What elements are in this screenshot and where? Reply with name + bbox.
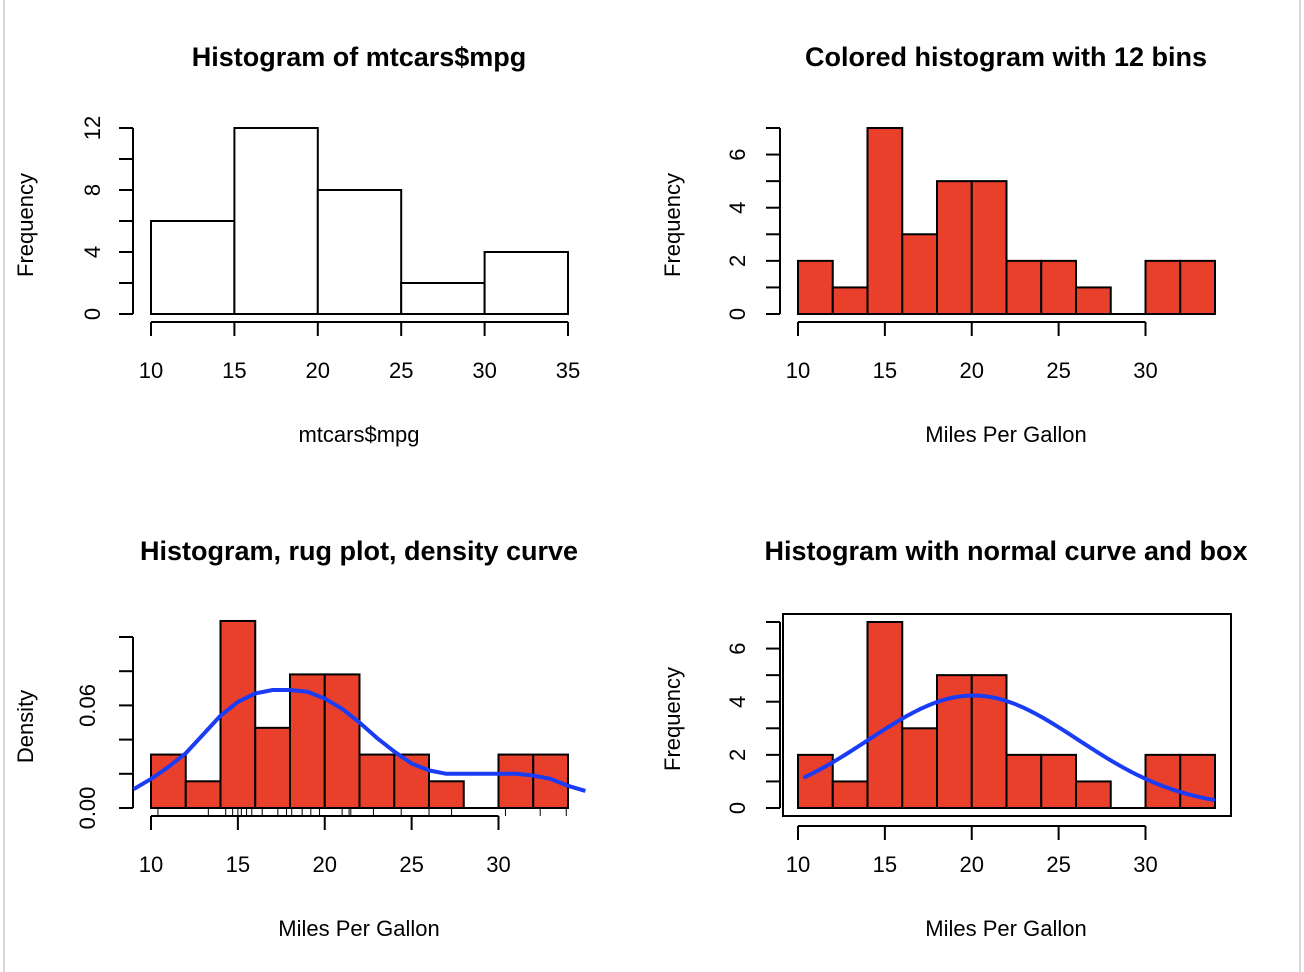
x-tick-label: 25	[1046, 358, 1070, 383]
panel-1: Histogram of mtcars$mpg 0 4 8 12 10 15 20 25 30 35…	[13, 42, 580, 447]
histogram-bar	[532, 753, 569, 809]
chart-title: Histogram with normal curve and box	[764, 536, 1247, 566]
x-tick-label: 15	[873, 358, 897, 383]
density-curve	[132, 688, 586, 793]
x-tick-label: 10	[786, 358, 810, 383]
chart-title: Histogram, rug plot, density curve	[140, 536, 578, 566]
y-tick-label: 0.00	[75, 787, 100, 830]
histogram-bar	[400, 282, 486, 315]
x-tick-label: 15	[873, 852, 897, 877]
histogram-bar	[233, 127, 319, 315]
histogram-bar	[901, 233, 938, 316]
y-tick-label: 0	[80, 308, 105, 320]
x-axis-label: Miles Per Gallon	[925, 916, 1086, 941]
y-tick-label: 6	[725, 148, 750, 160]
histogram-bar	[1040, 259, 1077, 316]
histogram-bar	[1075, 286, 1112, 315]
histogram-bar	[970, 180, 1008, 315]
y-axis-label: Frequency	[13, 173, 38, 277]
y-tick-label: 0	[725, 308, 750, 320]
y-axis-label: Frequency	[660, 667, 685, 771]
histogram-bar	[1179, 753, 1216, 809]
x-tick-label: 20	[313, 852, 337, 877]
y-axis-label: Density	[13, 690, 38, 763]
panel-3: Histogram, rug plot, density curve 0.00 0.…	[13, 536, 586, 941]
x-tick-label: 25	[399, 852, 423, 877]
histogram-bar	[358, 753, 396, 809]
histogram-bar	[184, 780, 222, 809]
x-tick-label: 35	[556, 358, 580, 383]
histogram-bar	[323, 673, 361, 809]
y-tick-label: 0.06	[75, 684, 100, 727]
histogram-bar	[1005, 259, 1043, 316]
histogram-bar	[936, 180, 973, 315]
x-tick-label: 20	[960, 852, 984, 877]
histogram-bar	[150, 753, 187, 809]
histogram-bar	[831, 286, 869, 315]
x-tick-label: 10	[139, 852, 163, 877]
y-tick-label: 8	[80, 184, 105, 196]
y-tick-label: 4	[80, 246, 105, 258]
histogram-bar	[428, 780, 465, 809]
x-axis-label: Miles Per Gallon	[925, 422, 1086, 447]
y-tick-label: 2	[725, 255, 750, 267]
x-tick-label: 10	[139, 358, 163, 383]
plot-box	[782, 613, 1232, 817]
histogram-bar	[1179, 259, 1216, 316]
x-tick-label: 20	[306, 358, 330, 383]
chart-title: Colored histogram with 12 bins	[805, 42, 1207, 72]
histogram-bar	[254, 726, 291, 809]
x-tick-label: 25	[1046, 852, 1070, 877]
x-tick-label: 15	[226, 852, 250, 877]
histogram-bar	[150, 220, 236, 315]
x-tick-label: 30	[486, 852, 510, 877]
panel-4: Histogram with normal curve and box 0 2 4 6 1…	[660, 536, 1248, 941]
x-axis-label: Miles Per Gallon	[278, 916, 439, 941]
x-tick-label: 30	[1133, 358, 1157, 383]
normal-curve	[802, 693, 1216, 802]
x-tick-label: 10	[786, 852, 810, 877]
y-tick-label: 4	[725, 696, 750, 708]
y-tick-label: 2	[725, 749, 750, 761]
plot-window-frame	[3, 0, 1301, 972]
histogram-bar	[797, 753, 834, 809]
panel-2: Colored histogram with 12 bins 0 2 4 6 10 15 20…	[660, 42, 1216, 447]
histogram-bar	[1075, 780, 1112, 810]
x-axis-label: mtcars$mpg	[298, 422, 419, 447]
histogram-bar	[483, 251, 570, 315]
x-tick-label: 30	[1133, 852, 1157, 877]
histogram-bar	[866, 127, 904, 315]
chart-title: Histogram of mtcars$mpg	[192, 42, 527, 72]
histogram-bar	[219, 619, 257, 809]
histogram-bar	[797, 259, 834, 316]
histogram-bar	[316, 189, 403, 315]
x-tick-label: 20	[960, 358, 984, 383]
histogram-bar	[901, 727, 938, 809]
y-tick-label: 6	[725, 642, 750, 654]
y-axis-label: Frequency	[660, 173, 685, 277]
x-tick-label: 15	[222, 358, 246, 383]
y-tick-label: 12	[80, 116, 105, 140]
y-tick-label: 4	[725, 202, 750, 214]
histogram-bar	[1144, 259, 1182, 316]
histogram-bar	[1040, 753, 1077, 809]
histogram-bar	[497, 753, 535, 809]
y-tick-label: 0	[725, 802, 750, 814]
histogram-bar	[1005, 753, 1043, 809]
histogram-bar	[866, 621, 904, 809]
histogram-bar	[831, 780, 869, 810]
x-tick-label: 25	[389, 358, 413, 383]
x-tick-label: 30	[472, 358, 496, 383]
